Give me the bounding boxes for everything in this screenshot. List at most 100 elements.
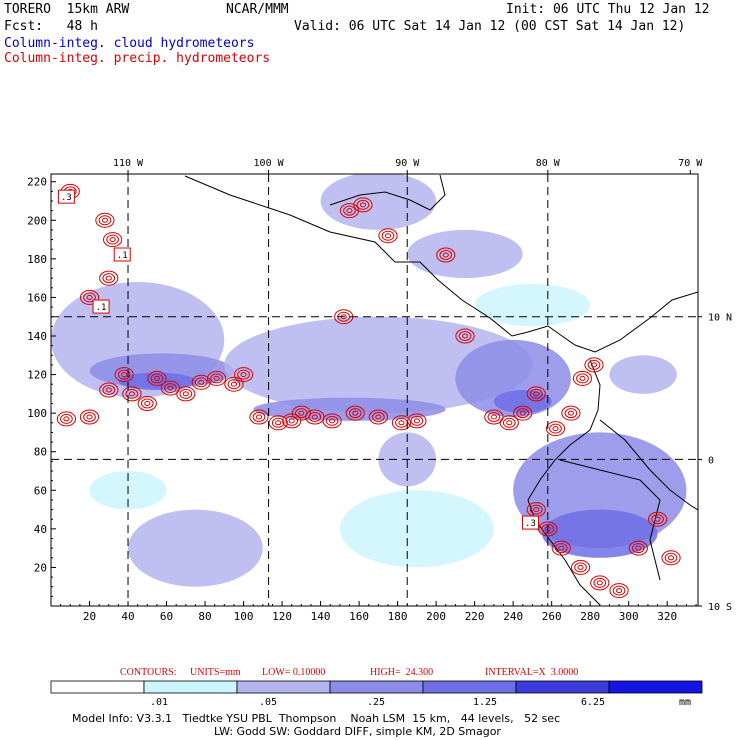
precip-contour — [191, 374, 211, 390]
y-tick-label: 20 — [34, 561, 47, 574]
precip-contour — [252, 412, 266, 422]
precip-contour — [436, 247, 456, 263]
precip-contour — [609, 583, 629, 599]
cloud-region — [609, 355, 677, 394]
field-cloud-label: Column-integ. cloud hydrometeors — [4, 36, 255, 51]
precip-contour — [576, 373, 589, 384]
precip-contour — [359, 202, 367, 208]
lat-lon-grid — [51, 174, 698, 606]
y-tick-label: 100 — [27, 407, 47, 420]
precip-contour — [593, 577, 607, 588]
colorbar-swatch — [329, 680, 424, 694]
precip-contour — [102, 385, 116, 395]
contour-label-box — [92, 299, 110, 314]
precip-contour — [564, 408, 578, 419]
precip-contour — [128, 391, 135, 397]
precip-contour — [179, 388, 193, 399]
precip-cell — [56, 411, 77, 427]
precip-contour — [160, 380, 180, 396]
precip-contour — [99, 270, 119, 286]
precip-contour — [167, 385, 174, 391]
lat-label: 10 N — [708, 313, 732, 324]
precip-cell — [137, 396, 157, 411]
precip-contour — [322, 413, 342, 429]
precip-contour — [572, 370, 593, 386]
x-tick-label: 160 — [349, 610, 369, 623]
precip-contour — [210, 373, 223, 384]
precip-contour — [458, 331, 472, 341]
precip-contour — [378, 228, 398, 244]
precip-contour — [352, 410, 359, 416]
precip-cell — [305, 409, 325, 425]
lon-label: 100 W — [254, 158, 285, 169]
precip-contour — [664, 552, 678, 563]
precip-cell — [160, 380, 180, 396]
precip-contours — [56, 183, 681, 599]
precip-contour — [164, 383, 177, 394]
precip-contour — [105, 275, 112, 281]
precip-cell — [191, 374, 211, 390]
lat-label: 0 — [708, 455, 714, 466]
precip-contour — [570, 559, 591, 575]
contour-value-labels: .3 .1 .1 .3 — [57, 189, 539, 530]
longitude-labels: 110 W 100 W 90 W 80 W 70 W — [113, 158, 703, 174]
contour-label-text: .3 — [525, 519, 536, 529]
contour-label: .3 — [521, 515, 539, 530]
precip-contour — [407, 413, 427, 429]
contours-interval: INTERVAL=X 3.0000 — [485, 667, 579, 678]
lon-label: 90 W — [395, 158, 420, 169]
precip-contour — [442, 252, 449, 258]
x-tick-label: 320 — [657, 610, 677, 623]
precip-contour — [552, 426, 559, 432]
precip-cell — [436, 247, 456, 263]
x-tick-label: 60 — [160, 610, 173, 623]
precip-contour — [122, 386, 142, 402]
precip-contour — [198, 379, 205, 385]
precip-contour — [439, 250, 453, 260]
precip-contour — [368, 409, 388, 425]
precip-contour — [95, 212, 115, 228]
x-tick-label: 260 — [542, 610, 562, 623]
precip-contour — [561, 405, 581, 421]
cloud-region — [118, 372, 196, 391]
precip-contour — [147, 370, 167, 386]
y-axis: 20 40 60 80 100 120 140 160 180 200 220 — [27, 176, 56, 597]
contour-label: .3 — [57, 189, 75, 204]
precip-contour — [237, 369, 250, 380]
plot-frame — [50, 173, 699, 607]
andes-border — [599, 419, 698, 511]
colorbar-swatch — [50, 680, 145, 694]
x-tick-label: 120 — [272, 610, 292, 623]
precip-contour — [667, 555, 675, 561]
precip-contour — [101, 217, 109, 223]
precip-contour — [285, 415, 299, 426]
precip-contour — [461, 333, 469, 339]
y-tick-label: 220 — [27, 176, 47, 189]
precip-contour — [567, 410, 575, 416]
precip-contour — [83, 292, 96, 303]
precip-contour — [647, 511, 668, 527]
precip-contour — [455, 328, 475, 344]
colorbar-label: .01 — [149, 697, 169, 708]
precip-contour — [628, 540, 648, 556]
lon-label: 110 W — [113, 158, 144, 169]
precip-contour — [343, 205, 356, 216]
lon-label: 70 W — [678, 158, 703, 169]
x-axis: 20 40 60 80 100 120 140 160 180 200 220 240 260 280 30… — [60, 601, 697, 623]
latitude-labels: 10 N 0 10 S — [698, 313, 732, 613]
precip-contour — [311, 414, 318, 420]
precip-contour — [268, 415, 288, 431]
precip-contour — [353, 197, 373, 213]
y-tick-label: 200 — [27, 214, 47, 227]
model-physics: LW: Godd SW: Goddard DIFF, simple KM, 2D… — [214, 725, 501, 738]
contours-high: HIGH= 24.300 — [370, 667, 434, 678]
precip-contour — [513, 405, 533, 421]
precip-contour — [121, 372, 128, 378]
lat-label: 10 S — [708, 602, 732, 613]
colorbar-label: 6.25 — [580, 697, 606, 708]
precip-contour — [348, 408, 362, 419]
x-tick-label: 220 — [465, 610, 485, 623]
precip-contour — [102, 273, 116, 284]
cloud-region — [253, 397, 446, 421]
